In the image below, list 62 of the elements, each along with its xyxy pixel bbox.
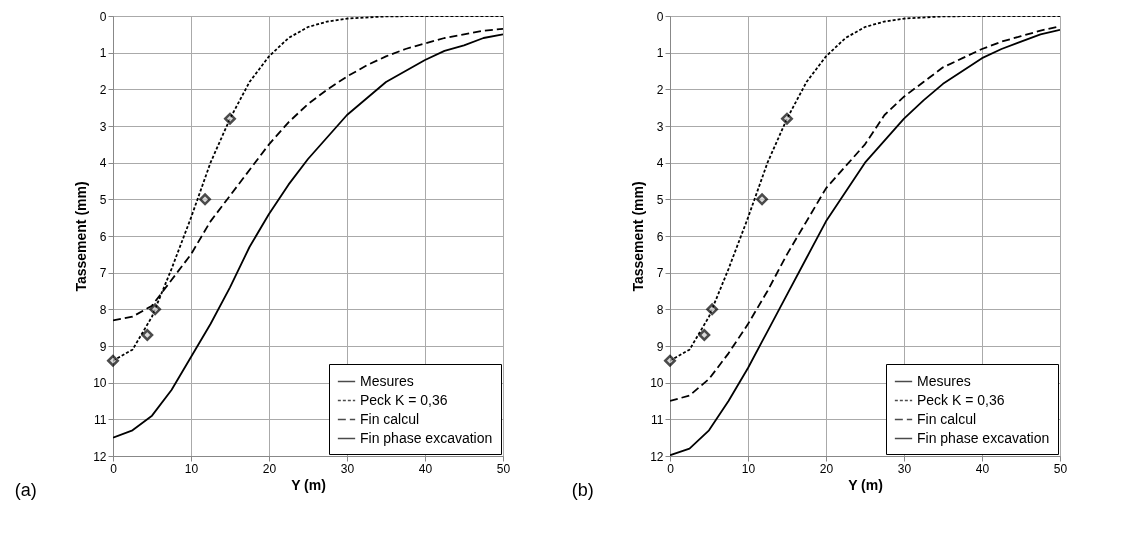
x-axis-title: Y (m) bbox=[848, 476, 883, 493]
y-tick-label: 8 bbox=[99, 302, 107, 317]
y-tick-label: 7 bbox=[99, 266, 107, 281]
y-tick-label: 6 bbox=[99, 229, 107, 244]
y-axis-title: Tassement (mm) bbox=[73, 181, 90, 292]
point bbox=[199, 193, 212, 206]
text: (a) bbox=[14, 480, 37, 500]
text: (b) bbox=[571, 480, 594, 500]
y-tick-label: 0 bbox=[99, 9, 107, 24]
y-tick-label: 1 bbox=[99, 46, 107, 61]
y-tick-label: 12 bbox=[93, 449, 107, 464]
x-tick-label: 0 bbox=[110, 461, 118, 476]
y-tick-label: 4 bbox=[656, 156, 664, 171]
point bbox=[706, 303, 719, 316]
x-tick-label: 20 bbox=[819, 461, 834, 476]
legend-label: Mesures bbox=[917, 372, 971, 389]
point bbox=[224, 112, 236, 125]
legend-label: Fin phase excavation bbox=[917, 429, 1050, 446]
legend-label: Mesures bbox=[360, 372, 414, 389]
point bbox=[107, 354, 119, 367]
y-tick-label: 7 bbox=[656, 266, 664, 281]
x-tick-label: 50 bbox=[496, 461, 511, 476]
y-tick-label: 3 bbox=[656, 119, 664, 134]
x-tick-label: 10 bbox=[184, 461, 199, 476]
x-axis-title: Y (m) bbox=[291, 476, 326, 493]
y-tick-label: 5 bbox=[656, 192, 664, 207]
y-axis-title: Tassement (mm) bbox=[630, 181, 647, 292]
x-tick-label: 0 bbox=[667, 461, 675, 476]
x-tick-label: 30 bbox=[340, 461, 355, 476]
point bbox=[781, 112, 793, 125]
x-tick-label: 50 bbox=[1053, 461, 1068, 476]
legend-label: Fin phase excavation bbox=[360, 429, 493, 446]
y-tick-label: 9 bbox=[656, 339, 664, 354]
x-tick-label: 20 bbox=[262, 461, 277, 476]
legend-label: Peck K = 0,36 bbox=[917, 391, 1005, 408]
legend-label: Fin calcul bbox=[360, 410, 420, 427]
y-tick-label: 11 bbox=[94, 412, 107, 427]
y-tick-label: 2 bbox=[656, 82, 664, 97]
point bbox=[698, 329, 711, 341]
y-tick-label: 1 bbox=[656, 46, 664, 61]
y-tick-label: 0 bbox=[656, 9, 664, 24]
y-tick-label: 5 bbox=[99, 192, 107, 207]
y-tick-label: 3 bbox=[99, 119, 107, 134]
y-tick-label: 4 bbox=[99, 156, 107, 171]
y-tick-label: 9 bbox=[99, 339, 107, 354]
point bbox=[141, 329, 154, 341]
y-tick-label: 6 bbox=[656, 229, 664, 244]
y-tick-label: 12 bbox=[650, 449, 664, 464]
legend-label: Fin calcul bbox=[917, 410, 977, 427]
y-tick-label: 2 bbox=[99, 82, 107, 97]
x-tick-label: 30 bbox=[897, 461, 912, 476]
x-tick-label: 40 bbox=[975, 461, 990, 476]
legend-label: Peck K = 0,36 bbox=[360, 391, 448, 408]
y-tick-label: 10 bbox=[650, 376, 664, 391]
y-tick-label: 11 bbox=[651, 412, 664, 427]
point bbox=[664, 354, 676, 367]
x-tick-label: 40 bbox=[418, 461, 433, 476]
y-tick-label: 8 bbox=[656, 302, 664, 317]
point bbox=[756, 193, 769, 206]
point bbox=[149, 303, 162, 316]
y-tick-label: 10 bbox=[93, 376, 107, 391]
x-tick-label: 10 bbox=[741, 461, 756, 476]
